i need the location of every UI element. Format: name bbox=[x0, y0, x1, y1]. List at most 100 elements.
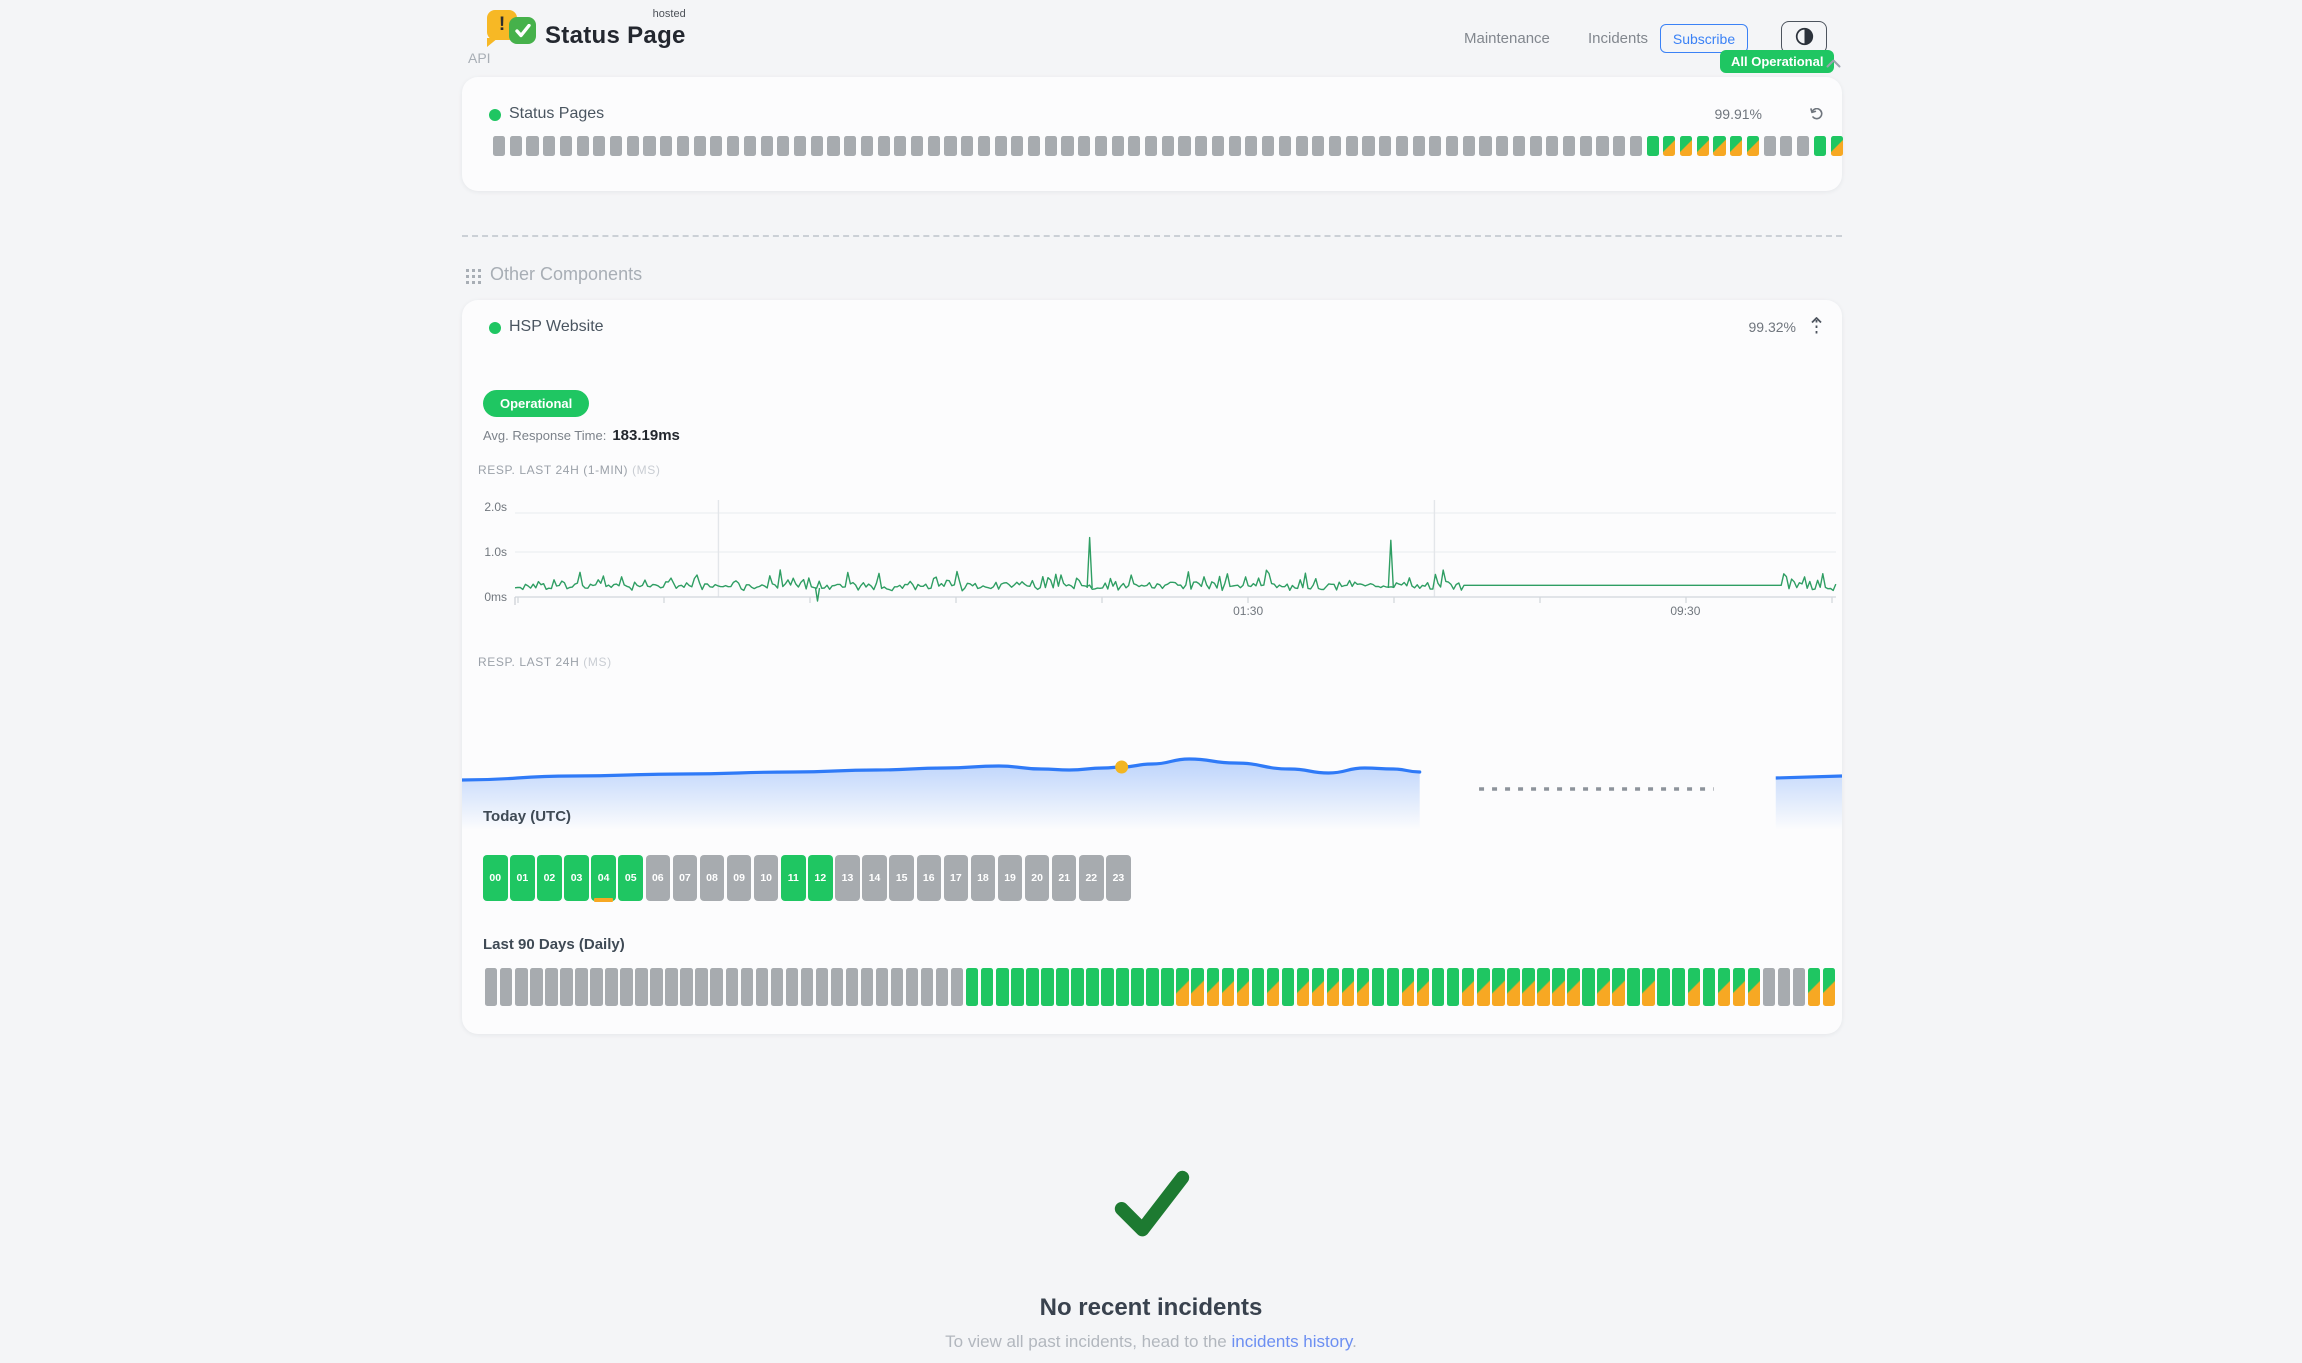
subscribe-button[interactable]: Subscribe bbox=[1660, 24, 1748, 53]
uptime-bar-degraded bbox=[1552, 968, 1565, 1006]
uptime-bar-degraded bbox=[1401, 968, 1415, 1006]
uptime-bar-nodata bbox=[680, 968, 693, 1006]
uptime-bar-nodata bbox=[810, 136, 823, 156]
uptime-bar-nodata bbox=[500, 968, 513, 1006]
uptime-bar-nodata bbox=[760, 136, 773, 156]
incidents-history-link[interactable]: incidents history bbox=[1231, 1332, 1353, 1351]
uptime-bar-degraded bbox=[1746, 136, 1760, 156]
hour-block-13: 13 bbox=[835, 855, 860, 901]
uptime-bar-nodata bbox=[905, 968, 919, 1006]
theme-contrast-icon bbox=[1795, 27, 1814, 49]
hour-block-16: 16 bbox=[916, 855, 941, 901]
uptime-bar-degraded bbox=[1807, 968, 1821, 1006]
uptime-bar-nodata bbox=[1379, 136, 1392, 156]
uptime-bar-degraded bbox=[1477, 968, 1490, 1006]
logo[interactable]: ! hosted Status Page bbox=[487, 8, 686, 50]
uptime-bar-degraded bbox=[1567, 968, 1580, 1006]
uptime-bar-nodata bbox=[1596, 136, 1609, 156]
uptime-bar-nodata bbox=[935, 968, 949, 1006]
uptime-bar-up bbox=[1371, 968, 1385, 1006]
uptime-bar-up bbox=[1131, 968, 1144, 1006]
uptime-bar-degraded bbox=[1830, 136, 1843, 156]
check-icon bbox=[1112, 1166, 1192, 1247]
uptime-bar-nodata bbox=[1061, 136, 1074, 156]
uptime-bar-nodata bbox=[860, 968, 874, 1006]
uptime-bar-nodata bbox=[660, 136, 673, 156]
uptime-bar-degraded bbox=[1537, 968, 1550, 1006]
hour-block-08: 08 bbox=[699, 855, 725, 901]
hour-block-03: 03 bbox=[564, 855, 589, 901]
section-title-other-components: Other Components bbox=[490, 264, 643, 284]
uptime-bar-nodata bbox=[1792, 968, 1806, 1006]
uptime-bar-nodata bbox=[695, 968, 708, 1006]
uptime-bar-up bbox=[1281, 968, 1295, 1006]
uptime-bar-degraded bbox=[1236, 968, 1249, 1006]
uptime-bar-degraded bbox=[1221, 968, 1234, 1006]
avg-response-time: Avg. Response Time: 183.19ms bbox=[483, 427, 680, 444]
chart1-label: RESP. LAST 24H (1-MIN) (MS) bbox=[478, 463, 661, 477]
hour-block-20: 20 bbox=[1024, 855, 1050, 901]
uptime-bar-nodata bbox=[515, 968, 528, 1006]
uptime-bar-nodata bbox=[1362, 136, 1375, 156]
uptime-bar-nodata bbox=[1195, 136, 1208, 156]
hour-block-07: 07 bbox=[672, 855, 698, 901]
uptime-bar-nodata bbox=[1011, 136, 1024, 156]
uptime-bar-nodata bbox=[800, 968, 814, 1006]
uptime-bar-up bbox=[1582, 968, 1595, 1006]
uptime-bar-nodata bbox=[927, 136, 940, 156]
hour-label: 07 bbox=[679, 872, 691, 884]
uptime-bar-degraded bbox=[1462, 968, 1475, 1006]
uptime-bar-nodata bbox=[777, 136, 790, 156]
uptime-bar-nodata bbox=[1328, 136, 1342, 156]
avg-response-value: 183.19ms bbox=[612, 427, 680, 444]
collapse-arrow-up-icon[interactable] bbox=[1810, 317, 1823, 341]
uptime-bar-nodata bbox=[1395, 136, 1408, 156]
uptime-bar-nodata bbox=[944, 136, 957, 156]
status-dot bbox=[489, 109, 501, 121]
hour-label: 04 bbox=[597, 872, 610, 884]
uptime-bar-nodata bbox=[727, 136, 740, 156]
uptime-bar-nodata bbox=[1128, 136, 1141, 156]
nav-maintenance[interactable]: Maintenance bbox=[1464, 30, 1550, 47]
uptime-bar-nodata bbox=[961, 136, 974, 156]
section-title-api: API bbox=[468, 50, 491, 66]
uptime-bar-degraded bbox=[1696, 136, 1709, 156]
overall-status-badge[interactable]: All Operational bbox=[1720, 50, 1835, 73]
uptime-bar-nodata bbox=[626, 136, 639, 156]
hour-block-15: 15 bbox=[889, 855, 914, 901]
uptime-bar-up bbox=[1116, 968, 1129, 1006]
refresh-icon[interactable] bbox=[1810, 107, 1825, 126]
uptime-bar-nodata bbox=[1529, 136, 1542, 156]
uptime-bar-up bbox=[1646, 136, 1659, 156]
logo-check-icon bbox=[509, 17, 536, 44]
uptime-bar-nodata bbox=[509, 136, 522, 156]
hour-label: 01 bbox=[516, 872, 529, 884]
avg-response-label: Avg. Response Time: bbox=[483, 428, 607, 443]
response-time-line-chart: 2.0s 1.0s 0ms bbox=[484, 500, 1837, 605]
uptime-bar-nodata bbox=[1211, 136, 1225, 156]
uptime-bar-nodata bbox=[1563, 136, 1576, 156]
uptime-bar-up bbox=[1657, 968, 1670, 1006]
uptime-bar-nodata bbox=[1145, 136, 1158, 156]
uptime-bar-degraded bbox=[1311, 968, 1325, 1006]
uptime-bar-nodata bbox=[1178, 136, 1191, 156]
response-time-area-chart bbox=[462, 757, 1842, 830]
hour-label: 16 bbox=[922, 872, 935, 884]
uptime-bar-nodata bbox=[793, 136, 807, 156]
uptime-bar-degraded bbox=[1356, 968, 1370, 1006]
uptime-bar-degraded bbox=[1176, 968, 1189, 1006]
hour-block-17: 17 bbox=[943, 855, 969, 901]
status-dot bbox=[489, 322, 501, 334]
nav-incidents[interactable]: Incidents bbox=[1588, 30, 1649, 47]
uptime-bar-nodata bbox=[1445, 136, 1459, 156]
last90-day-bars bbox=[485, 968, 1836, 1006]
svg-text:2.0s: 2.0s bbox=[484, 500, 507, 514]
uptime-bar-up bbox=[1702, 968, 1715, 1006]
grid-icon bbox=[466, 269, 481, 289]
uptime-bar-nodata bbox=[665, 968, 678, 1006]
uptime-percent: 99.91% bbox=[1714, 106, 1762, 122]
uptime-bar-up bbox=[1041, 968, 1054, 1006]
uptime-bar-nodata bbox=[875, 968, 889, 1006]
collapse-chevron-icon[interactable] bbox=[1826, 55, 1841, 73]
hour-block-11: 11 bbox=[781, 855, 806, 901]
